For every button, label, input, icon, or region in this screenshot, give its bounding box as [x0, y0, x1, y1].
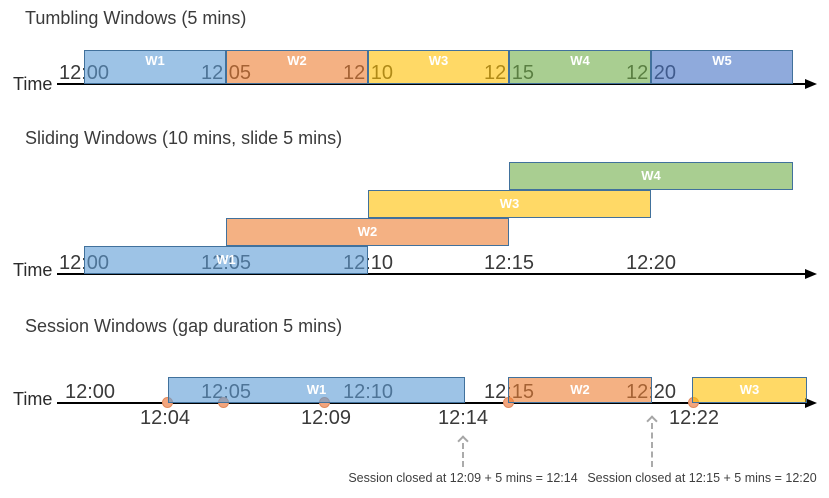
session-window-w3: W3 — [692, 377, 807, 403]
event-time-label-1204: 12:04 — [139, 407, 191, 429]
session-window-w1: W1 — [168, 377, 465, 403]
tumbling-time-axis — [57, 83, 806, 85]
tumbling-window-w1: W1 — [84, 50, 226, 84]
event-time-label-1222: 12:22 — [668, 407, 720, 429]
sliding-window-w2: W2 — [226, 218, 509, 246]
tumbling-axis-arrowhead-icon — [805, 79, 817, 89]
tumbling-window-w4: W4 — [509, 50, 651, 84]
session-close-arrow-line — [651, 423, 653, 467]
sliding-axis-arrowhead-icon — [805, 269, 817, 279]
sliding-window-w4-label: W4 — [641, 168, 661, 183]
sliding-tick-1215: 12:15 — [483, 252, 535, 274]
sliding-window-w1: W1 — [84, 246, 368, 274]
sliding-time-axis — [57, 273, 806, 275]
session-close-annotation-1: Session closed at 12:09 + 5 mins = 12:14 — [348, 471, 578, 485]
tumbling-window-w4-label: W4 — [570, 53, 590, 68]
session-window-w2-label: W2 — [570, 382, 590, 397]
close-time-label-1214: 12:14 — [437, 407, 489, 429]
sliding-window-w3: W3 — [368, 190, 651, 218]
tumbling-window-w5: W5 — [651, 50, 793, 84]
sliding-window-w4: W4 — [509, 162, 793, 190]
tumbling-window-w1-label: W1 — [145, 53, 165, 68]
session-time-axis — [57, 402, 806, 404]
session-axis-arrowhead-icon — [805, 398, 817, 408]
session-window-w3-label: W3 — [739, 382, 760, 397]
tumbling-window-w2-label: W2 — [287, 53, 307, 68]
session-title: Session Windows (gap duration 5 mins) — [25, 316, 343, 336]
tumbling-window-w2: W2 — [226, 50, 368, 84]
tumbling-window-w5-label: W5 — [712, 53, 732, 68]
session-time-label: Time — [13, 389, 53, 409]
tumbling-title: Tumbling Windows (5 mins) — [25, 8, 247, 28]
tumbling-time-label: Time — [13, 74, 53, 94]
session-close-annotation-2: Session closed at 12:15 + 5 mins = 12:20 — [587, 471, 817, 485]
session-close-arrow-line — [462, 443, 464, 467]
sliding-window-w1-label: W1 — [216, 252, 236, 267]
sliding-window-w2-label: W2 — [357, 224, 378, 239]
sliding-tick-1220: 12:20 — [625, 252, 677, 274]
sliding-time-label: Time — [13, 260, 53, 280]
tumbling-window-w3-label: W3 — [428, 53, 449, 68]
sliding-window-w3-label: W3 — [499, 196, 520, 211]
tumbling-window-w3: W3 — [368, 50, 509, 84]
session-window-w2: W2 — [508, 377, 652, 403]
session-window-w1-label: W1 — [306, 382, 327, 397]
sliding-title: Sliding Windows (10 mins, slide 5 mins) — [25, 128, 343, 148]
event-time-label-1209: 12:09 — [300, 407, 352, 429]
session-tick-1200: 12:00 — [64, 381, 116, 403]
